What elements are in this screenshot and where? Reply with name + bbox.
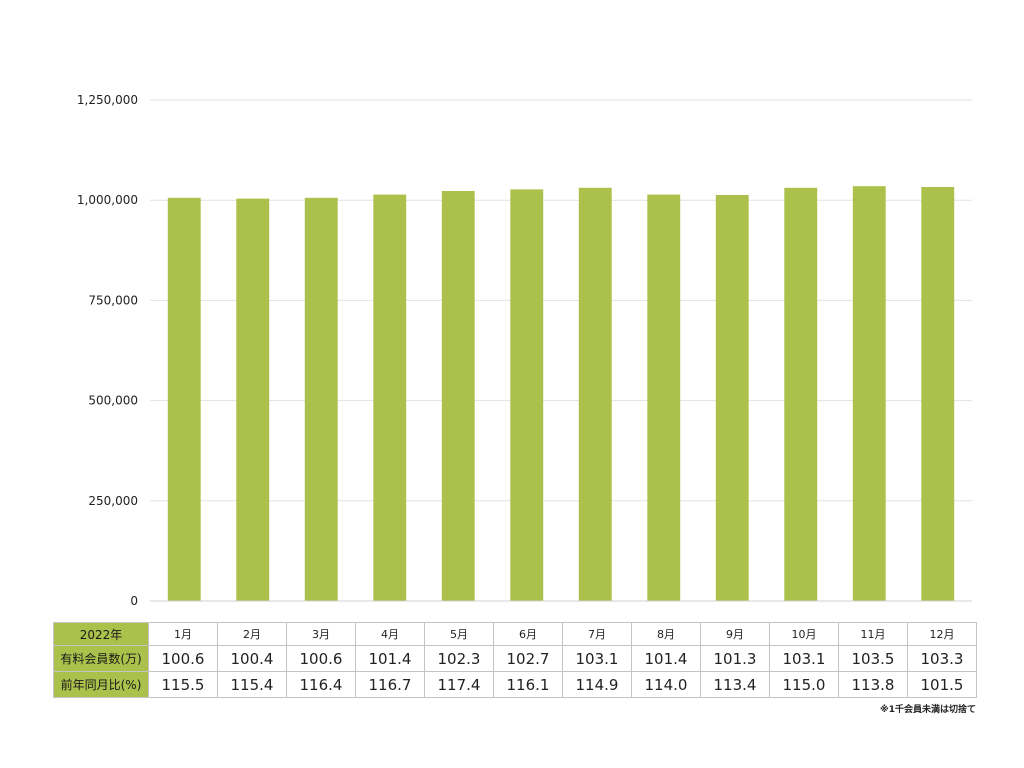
month-cell: 6月 — [493, 622, 563, 646]
bar-10月 — [784, 187, 818, 601]
members-cell: 100.4 — [217, 645, 287, 672]
bar-2月 — [236, 198, 270, 601]
bar-7月 — [578, 187, 612, 601]
y-tick-label: 1,000,000 — [77, 193, 138, 207]
bar-11月 — [852, 186, 886, 601]
bar-3月 — [304, 197, 338, 601]
month-cell: 2月 — [217, 622, 287, 646]
members-cell: 103.3 — [907, 645, 977, 672]
members-row: 有料会員数(万) 100.6 100.4 100.6 101.4 102.3 102.7 1… — [53, 645, 977, 672]
month-row: 2022年 1月 2月 3月 4月 5月 6月 7月 8月 9月 10月 11月 12月 — [53, 622, 977, 646]
yoy-label: 前年同月比(%) — [53, 671, 149, 698]
members-cell: 100.6 — [148, 645, 218, 672]
bar-4月 — [373, 194, 407, 601]
month-cell: 10月 — [769, 622, 839, 646]
y-tick-label: 1,250,000 — [77, 93, 138, 107]
yoy-cell: 115.5 — [148, 671, 218, 698]
y-tick-label: 250,000 — [88, 494, 138, 508]
month-cell: 5月 — [424, 622, 494, 646]
yoy-cell: 116.7 — [355, 671, 425, 698]
data-table: 2022年 1月 2月 3月 4月 5月 6月 7月 8月 9月 10月 11月 12月 有料会員数(… — [53, 622, 977, 698]
bar-8月 — [647, 194, 681, 601]
gridlines — [150, 99, 972, 502]
bar-12月 — [921, 186, 955, 601]
y-tick-label: 750,000 — [88, 293, 138, 307]
bar-6月 — [510, 189, 544, 601]
yoy-cell: 113.8 — [838, 671, 908, 698]
bar-5月 — [441, 190, 475, 601]
members-label: 有料会員数(万) — [53, 645, 149, 672]
yoy-cell: 116.1 — [493, 671, 563, 698]
month-cell: 12月 — [907, 622, 977, 646]
yoy-cell: 115.0 — [769, 671, 839, 698]
year-label: 2022年 — [53, 622, 149, 646]
bar-9月 — [715, 194, 749, 601]
members-cell: 102.3 — [424, 645, 494, 672]
month-cell: 11月 — [838, 622, 908, 646]
month-cell: 7月 — [562, 622, 632, 646]
month-cell: 9月 — [700, 622, 770, 646]
footnote: ※1千会員未満は切捨て — [879, 705, 976, 715]
members-cell: 103.5 — [838, 645, 908, 672]
bar-1月 — [167, 197, 201, 601]
members-cell: 103.1 — [769, 645, 839, 672]
month-cell: 8月 — [631, 622, 701, 646]
members-cell: 100.6 — [286, 645, 356, 672]
y-axis-ticks: 0 250,000 500,000 750,000 1,000,000 1,250,000 — [77, 93, 138, 608]
yoy-row: 前年同月比(%) 115.5 115.4 116.4 116.7 117.4 116.1 1… — [53, 671, 977, 698]
yoy-cell: 115.4 — [217, 671, 287, 698]
yoy-cell: 117.4 — [424, 671, 494, 698]
yoy-cell: 101.5 — [907, 671, 977, 698]
yoy-cell: 114.0 — [631, 671, 701, 698]
yoy-cell: 113.4 — [700, 671, 770, 698]
month-cell: 1月 — [148, 622, 218, 646]
members-cell: 101.4 — [355, 645, 425, 672]
yoy-cell: 114.9 — [562, 671, 632, 698]
bars — [167, 186, 955, 601]
members-cell: 102.7 — [493, 645, 563, 672]
members-cell: 101.3 — [700, 645, 770, 672]
bar-chart: 0 250,000 500,000 750,000 1,000,000 1,250,000 — [77, 93, 972, 608]
members-cell: 101.4 — [631, 645, 701, 672]
members-cell: 103.1 — [562, 645, 632, 672]
y-tick-label: 500,000 — [88, 394, 138, 408]
month-cell: 3月 — [286, 622, 356, 646]
yoy-cell: 116.4 — [286, 671, 356, 698]
y-tick-label: 0 — [130, 594, 138, 608]
month-cell: 4月 — [355, 622, 425, 646]
